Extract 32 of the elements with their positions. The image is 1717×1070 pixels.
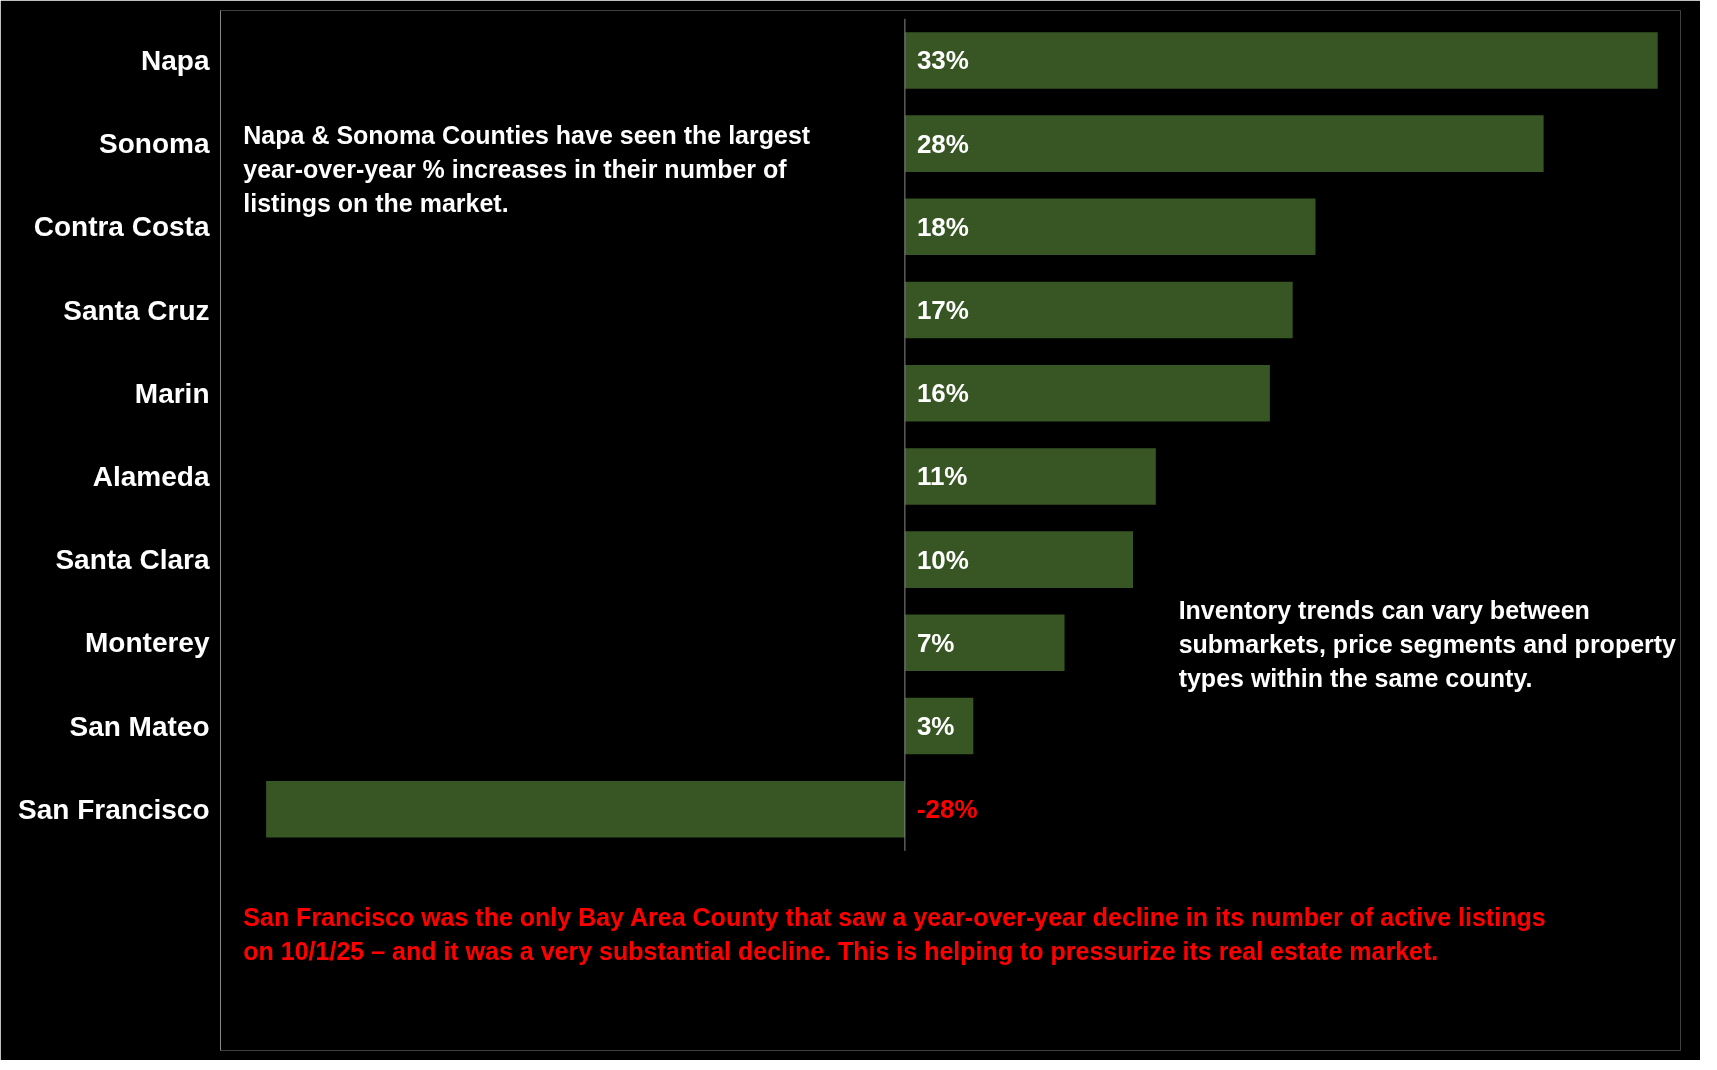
data-label: 33%	[916, 45, 969, 76]
bar	[266, 780, 905, 838]
text: San Francisco was the only Bay Area County that saw a year-over-year decline in its number of active listings on 10/1/25 – and it was a very substantial decline. This is helping to pressurize its real estate market.	[243, 903, 1546, 966]
data-label: 16%	[916, 378, 969, 409]
data-label: -28%	[916, 794, 978, 825]
y-tick-label: Napa	[141, 44, 210, 76]
bar	[904, 32, 1658, 89]
data-label: 28%	[916, 128, 969, 159]
bar	[904, 198, 1316, 256]
data-label: 7%	[916, 627, 955, 658]
y-tick-label: Santa Cruz	[63, 294, 210, 326]
bar	[904, 364, 1270, 422]
bar	[904, 448, 1156, 505]
bar	[904, 531, 1133, 588]
annotation: Inventory trends can vary between submarkets, price segments and property types within the same county.	[1178, 595, 1677, 692]
y-tick-label: Alameda	[92, 460, 210, 492]
y-tick-label: Santa Clara	[55, 544, 210, 576]
y-tick-label: Monterey	[85, 627, 210, 659]
annotation: Napa & Sonoma Counties have seen the largest year-over-year % increases in their number of listings on the market.	[243, 121, 811, 218]
data-label: 18%	[916, 211, 969, 242]
y-tick-label: Marin	[134, 377, 210, 409]
data-label: 10%	[916, 544, 969, 575]
y-tick-label: Contra Costa	[33, 211, 210, 243]
bar	[904, 614, 1065, 672]
y-tick-label: San Mateo	[69, 710, 210, 742]
y-tick-label: San Francisco	[18, 793, 210, 825]
data-label: 11%	[916, 461, 968, 492]
bar	[904, 115, 1544, 172]
bar	[904, 281, 1293, 339]
data-label: 3%	[916, 711, 955, 742]
data-label: 17%	[916, 295, 969, 326]
y-tick-label: Sonoma	[99, 128, 210, 160]
